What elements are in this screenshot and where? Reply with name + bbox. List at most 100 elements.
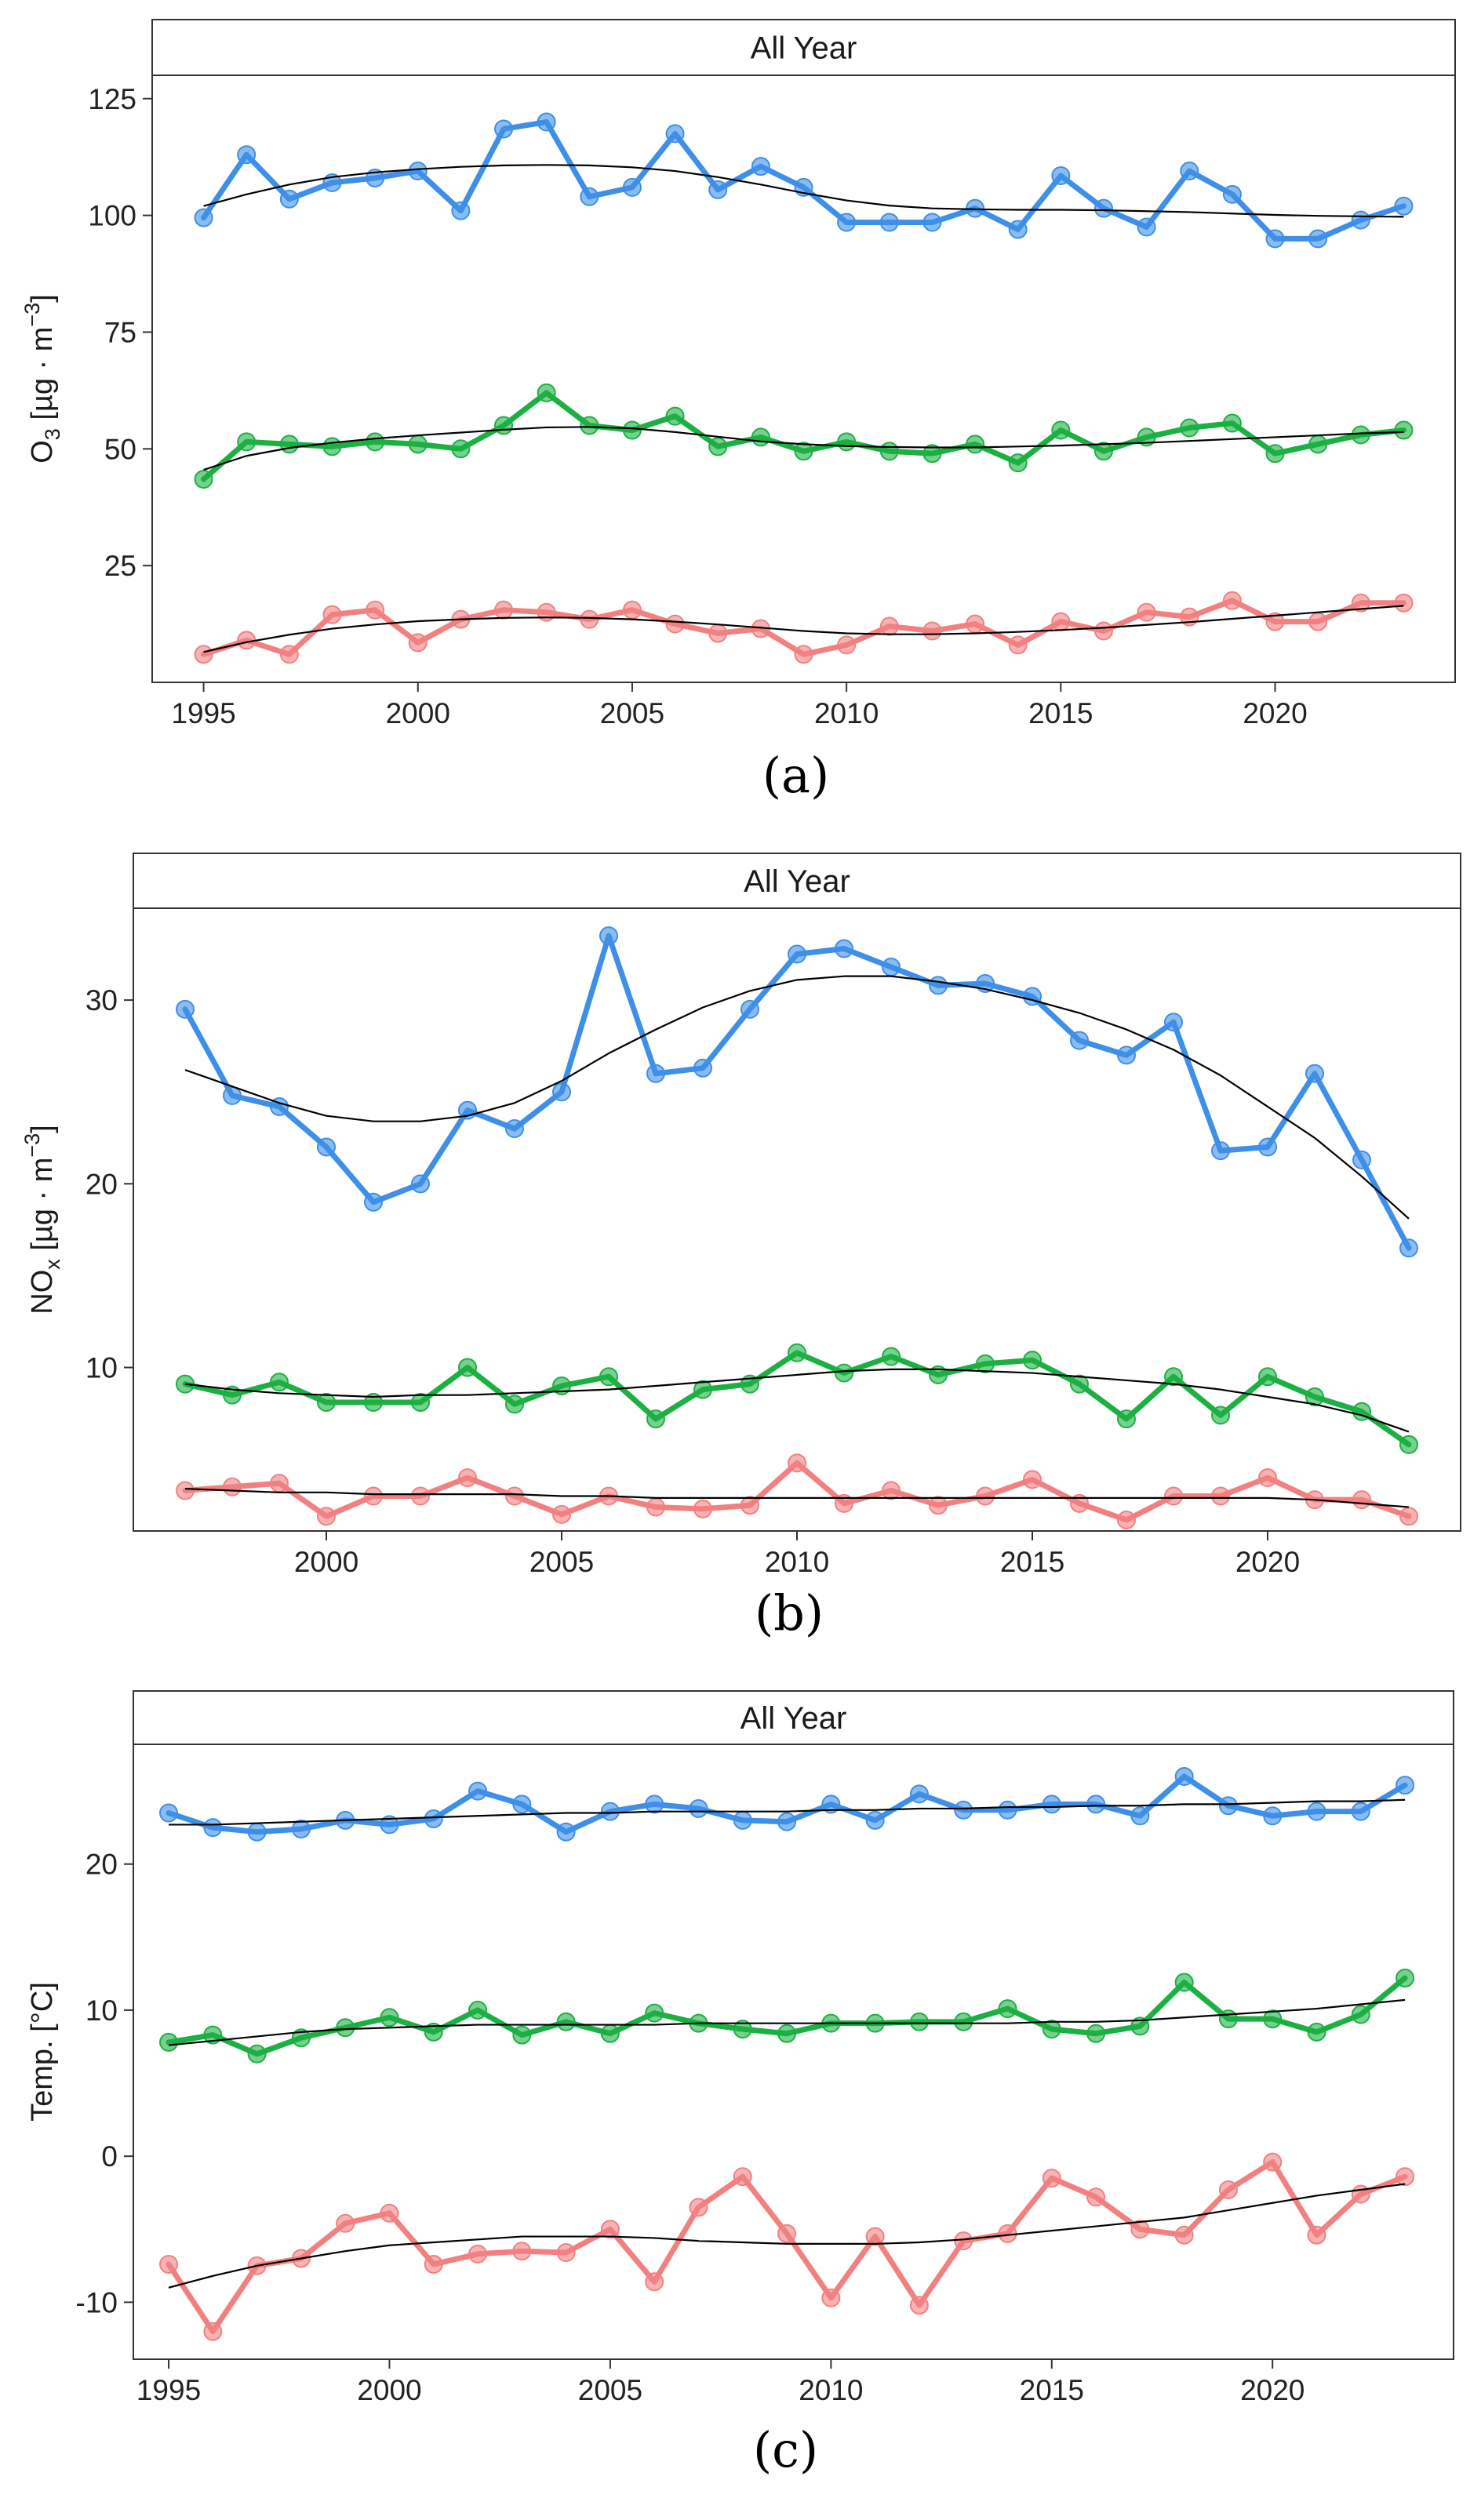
y-axis-label-units: [µg · m (26, 1158, 59, 1260)
x-tick-label: 2005 (578, 2374, 642, 2406)
trend-line-high (184, 975, 1410, 1220)
data-point (708, 624, 728, 643)
data-point (505, 1395, 524, 1414)
data-point (976, 1486, 995, 1506)
data-point (317, 1507, 336, 1526)
y-axis-label-sub: x (41, 1259, 64, 1270)
data-point (1093, 198, 1113, 218)
data-point (1307, 1802, 1326, 1821)
data-point (1265, 612, 1285, 631)
data-point (835, 1363, 853, 1383)
data-point (279, 435, 299, 454)
data-point (998, 1999, 1017, 2019)
data-point (665, 124, 685, 144)
data-point (665, 614, 685, 634)
data-point (1399, 1507, 1418, 1526)
data-point (380, 2008, 399, 2027)
data-point (1352, 1150, 1371, 1169)
data-point (580, 416, 599, 435)
data-point (468, 2000, 488, 2020)
y-tick-label: 10 (86, 1995, 118, 2027)
data-point (322, 437, 342, 456)
data-point (1008, 635, 1028, 655)
data-point (270, 1474, 289, 1493)
x-tick-label: 2005 (529, 1546, 594, 1578)
y-axis-label-sub: 3 (41, 428, 64, 440)
data-point (882, 1481, 901, 1500)
data-point (1395, 2167, 1415, 2187)
data-point (291, 1820, 311, 1839)
data-point (580, 187, 599, 206)
data-point (424, 2254, 443, 2274)
data-point (556, 2012, 576, 2031)
data-point (693, 1499, 712, 1518)
data-point (909, 2012, 929, 2031)
data-point (468, 1781, 488, 1801)
x-tick-label: 2015 (1020, 2374, 1084, 2406)
data-point (366, 432, 385, 452)
x-tick-label: 2010 (799, 2374, 863, 2406)
x-tick-label: 2000 (357, 2374, 421, 2406)
x-tick-label: 2005 (600, 697, 664, 729)
data-point (366, 600, 385, 620)
y-tick-label: 30 (86, 984, 118, 1016)
data-point (1305, 1387, 1324, 1407)
data-point (291, 2028, 311, 2048)
data-point (1263, 2152, 1283, 2172)
data-point (159, 2254, 179, 2274)
data-point (879, 213, 899, 232)
data-point (270, 1373, 289, 1392)
y-tick-label: 125 (88, 83, 136, 115)
data-point (1042, 2020, 1061, 2039)
data-point (408, 633, 428, 653)
data-point (336, 2018, 355, 2038)
data-point (317, 1137, 336, 1157)
data-point (1394, 420, 1414, 440)
data-point (751, 157, 770, 176)
data-point (176, 1481, 195, 1500)
data-point (788, 944, 806, 964)
data-point (929, 1365, 948, 1384)
x-tick-label: 2000 (386, 697, 450, 729)
data-point (1351, 593, 1370, 613)
data-point (411, 1393, 430, 1413)
data-point (512, 2025, 532, 2045)
data-point (1351, 425, 1370, 445)
panel-frame (133, 853, 1461, 1532)
x-tick-label: 2015 (1028, 697, 1093, 729)
data-point (646, 1064, 665, 1083)
data-point (708, 180, 728, 199)
y-axis-label-close: ] (26, 294, 59, 303)
data-point (1305, 1064, 1324, 1083)
data-point (1222, 413, 1242, 433)
x-tick-label: 2010 (765, 1546, 829, 1578)
data-point (1351, 1802, 1370, 1821)
trend-line-low (184, 1488, 1410, 1508)
data-point (279, 645, 299, 664)
trend-line-low (168, 2183, 1406, 2289)
panel-b: All Year 10 20 30 2000 2005 2010 2015 2020 NOx [µ… (20, 853, 1461, 1642)
y-axis-label-exp: −3 (20, 303, 44, 327)
data-point (1086, 2187, 1106, 2207)
panel-c: All Year -10 0 10 20 1995 2000 2005 2010 2015 2020… (26, 1690, 1454, 2478)
y-axis-label-exp: −3 (20, 1133, 44, 1158)
data-point (1117, 1510, 1136, 1529)
data-point (194, 470, 213, 489)
y-tick-label: 0 (101, 2140, 118, 2173)
data-point (552, 1504, 571, 1524)
y-axis-label: Temp. [°C] (26, 1982, 59, 2122)
data-point (1265, 444, 1285, 464)
data-point (1258, 1468, 1277, 1488)
data-point (922, 621, 942, 641)
data-point (865, 1810, 885, 1830)
series-low (176, 1453, 1418, 1529)
y-tick-label: 75 (104, 316, 136, 348)
panel-caption: (c) (753, 2421, 818, 2478)
data-point (279, 189, 299, 209)
data-point (1263, 2009, 1283, 2029)
data-point (552, 1376, 571, 1395)
y-axis-label-close: ] (26, 1125, 59, 1133)
y-axis-label-main: O (26, 440, 59, 464)
trend-line-mid (203, 426, 1404, 471)
data-point (733, 1810, 752, 1830)
